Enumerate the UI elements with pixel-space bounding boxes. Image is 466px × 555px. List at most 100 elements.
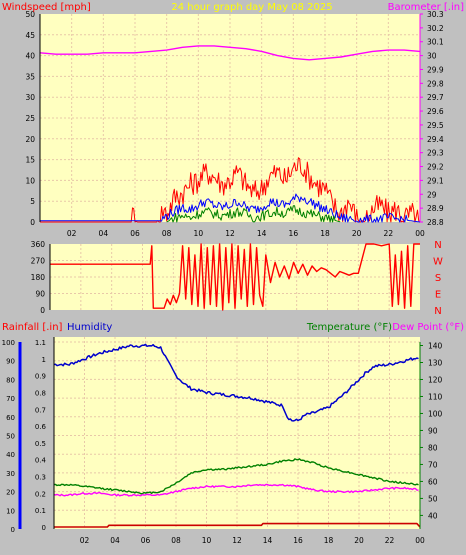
- barometer-tick-label: 29.7: [427, 93, 444, 102]
- wind-barometer-series: [39, 45, 421, 223]
- temperature-tick-label: 40: [428, 511, 438, 520]
- compass-letter: S: [435, 273, 441, 284]
- rainfall-line: [54, 522, 421, 528]
- humidity-tick-label: 0: [11, 526, 15, 534]
- temperature-tick-label: 60: [428, 477, 438, 486]
- humidity-tick-label: 40: [6, 451, 15, 459]
- windspeed-tick-label: 25: [25, 114, 35, 123]
- temperature-tick-label: 110: [428, 392, 443, 401]
- temperature-tick-label: 90: [428, 426, 438, 435]
- dewpoint-axis-title: Dew Point (°F): [392, 322, 464, 333]
- direction-tick-label: 360: [31, 240, 46, 249]
- wind-minimum-line: [166, 205, 341, 223]
- rainfall-axis-title: Rainfall [.in]: [2, 322, 63, 333]
- wind-time-axis-ticks: 02 04 06 08 10 12 14 16 18 20 22 00: [67, 229, 425, 238]
- temperature-axis-title: Temperature (°F): [306, 322, 392, 333]
- windspeed-axis-title: Windspeed [mph]: [2, 2, 91, 13]
- time-tick-label: 10: [202, 536, 212, 545]
- direction-tick-label: 270: [31, 257, 46, 266]
- windspeed-tick-label: 40: [25, 52, 35, 61]
- time-tick-label: 18: [320, 229, 330, 238]
- time-tick-label: 02: [67, 229, 77, 238]
- chart-title: 24 hour graph day May 08 2025: [171, 2, 332, 13]
- temperature-line: [53, 458, 419, 495]
- wind-gust-line: [40, 157, 421, 223]
- wind-direction-grid: [50, 244, 420, 310]
- temperature-tick-label: 140: [428, 341, 443, 350]
- time-tick-label: 06: [130, 229, 140, 238]
- time-tick-label: 22: [385, 536, 395, 545]
- temperature-tick-label: 80: [428, 443, 438, 452]
- barometer-tick-label: 30.3: [427, 10, 444, 19]
- rainfall-axis-ticks: 0 0.1 0.2 0.3 0.4 0.5 0.6 0.7 0.8 0.9 1 1.1: [35, 337, 55, 532]
- time-tick-label: 12: [232, 536, 242, 545]
- time-tick-label: 06: [141, 536, 151, 545]
- time-tick-label: 18: [324, 536, 334, 545]
- time-tick-label: 04: [110, 536, 120, 545]
- barometer-tick-label: 30.2: [427, 24, 444, 33]
- compass-letter: W: [433, 257, 443, 268]
- barometer-tick-label: 29.3: [427, 149, 444, 158]
- time-tick-label: 22: [384, 229, 394, 238]
- time-tick-label: 20: [354, 536, 364, 545]
- rainfall-tick-label: 1: [42, 356, 46, 364]
- time-tick-label: 16: [293, 536, 303, 545]
- humidity-temperature-grid: [54, 337, 420, 529]
- barometer-tick-label: 30.1: [427, 38, 444, 47]
- windspeed-tick-label: 5: [30, 197, 35, 206]
- direction-tick-label: 90: [35, 290, 45, 299]
- barometer-tick-label: 29.9: [427, 65, 444, 74]
- dewpoint-line: [53, 483, 419, 497]
- rainfall-tick-label: 0: [42, 524, 46, 532]
- wind-direction-series: [50, 243, 420, 311]
- rainfall-tick-label: 0.9: [35, 373, 46, 381]
- rainfall-tick-label: 0.6: [35, 423, 47, 431]
- humidity-tick-label: 70: [6, 395, 15, 403]
- barometer-tick-label: 29.8: [427, 79, 444, 88]
- compass-letter: N: [434, 306, 441, 317]
- rainfall-tick-label: 1.1: [35, 339, 46, 347]
- humidity-tick-label: 30: [6, 470, 15, 478]
- barometer-tick-label: 28.8: [427, 218, 444, 227]
- windspeed-tick-label: 30: [25, 93, 35, 102]
- direction-tick-label: 0: [40, 306, 45, 315]
- humidity-tick-label: 90: [6, 358, 15, 366]
- temperature-tick-label: 100: [428, 409, 443, 418]
- temperature-tick-label: 130: [428, 358, 443, 367]
- rainfall-tick-label: 0.4: [35, 457, 47, 465]
- time-tick-label: 02: [80, 536, 90, 545]
- rainfall-tick-label: 0.5: [35, 440, 46, 448]
- barometer-axis-title: Barometer [.in]: [388, 2, 464, 13]
- time-tick-label: 20: [352, 229, 362, 238]
- windspeed-tick-label: 50: [25, 10, 35, 19]
- time-tick-label: 00: [415, 229, 425, 238]
- humidity-time-axis-ticks: 02 04 06 08 10 12 14 16 18 20 22 00: [80, 536, 425, 545]
- windspeed-tick-label: 10: [25, 176, 35, 185]
- humidity-axis-title: Humidity: [67, 322, 112, 333]
- windspeed-tick-label: 15: [25, 156, 35, 165]
- windspeed-axis-ticks: 0 5 10 15 20 25 30 35 40 45 50: [25, 10, 41, 227]
- rainfall-tick-label: 0.2: [35, 490, 46, 498]
- time-tick-label: 14: [257, 229, 267, 238]
- time-tick-label: 08: [171, 536, 181, 545]
- windspeed-tick-label: 20: [25, 135, 35, 144]
- temperature-tick-label: 50: [428, 494, 438, 503]
- time-tick-label: 08: [162, 229, 172, 238]
- humidity-tick-label: 50: [6, 433, 15, 441]
- direction-tick-label: 180: [31, 273, 46, 282]
- temperature-tick-label: 120: [428, 375, 443, 384]
- temperature-axis-ticks: 40 50 60 70 80 90 100 110 120 130 140: [420, 341, 443, 520]
- humidity-temperature-series: [53, 343, 421, 528]
- barometer-line: [39, 45, 421, 61]
- wind-average-line: [40, 193, 421, 223]
- temperature-tick-label: 70: [428, 460, 438, 469]
- time-tick-label: 12: [225, 229, 235, 238]
- humidity-tick-label: 20: [6, 489, 15, 497]
- barometer-axis-ticks: 28.8 28.9 29 29.1 29.2 29.3 29.4 29.5 29.6 29.7 29…: [419, 10, 444, 227]
- barometer-tick-label: 29.5: [427, 121, 444, 130]
- rainfall-tick-label: 0.3: [35, 474, 46, 482]
- windspeed-tick-label: 35: [25, 72, 35, 81]
